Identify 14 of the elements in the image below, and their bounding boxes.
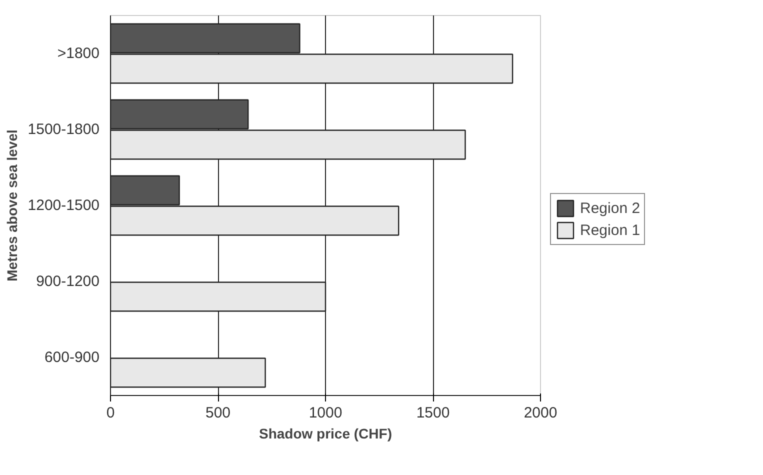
x-tick-label: 1500: [416, 404, 450, 422]
y-tick-label: 900-1200: [36, 273, 100, 290]
y-tick-label: >1800: [57, 45, 100, 62]
x-tick-label: 500: [205, 404, 231, 422]
x-axis-title: Shadow price (CHF): [258, 426, 392, 442]
x-tick-label: 2000: [524, 404, 558, 422]
y-tick-label: 1200-1500: [28, 197, 100, 214]
x-tick-label: 0: [106, 404, 115, 422]
legend-label: Region 1: [580, 222, 640, 238]
legend-label: Region 2: [580, 200, 640, 216]
y-axis-title: Metres above sea level: [4, 130, 20, 282]
y-tick-label: 1500-1800: [28, 121, 100, 138]
x-tick-label: 1000: [308, 404, 342, 422]
y-tick-label: 600-900: [44, 349, 100, 366]
